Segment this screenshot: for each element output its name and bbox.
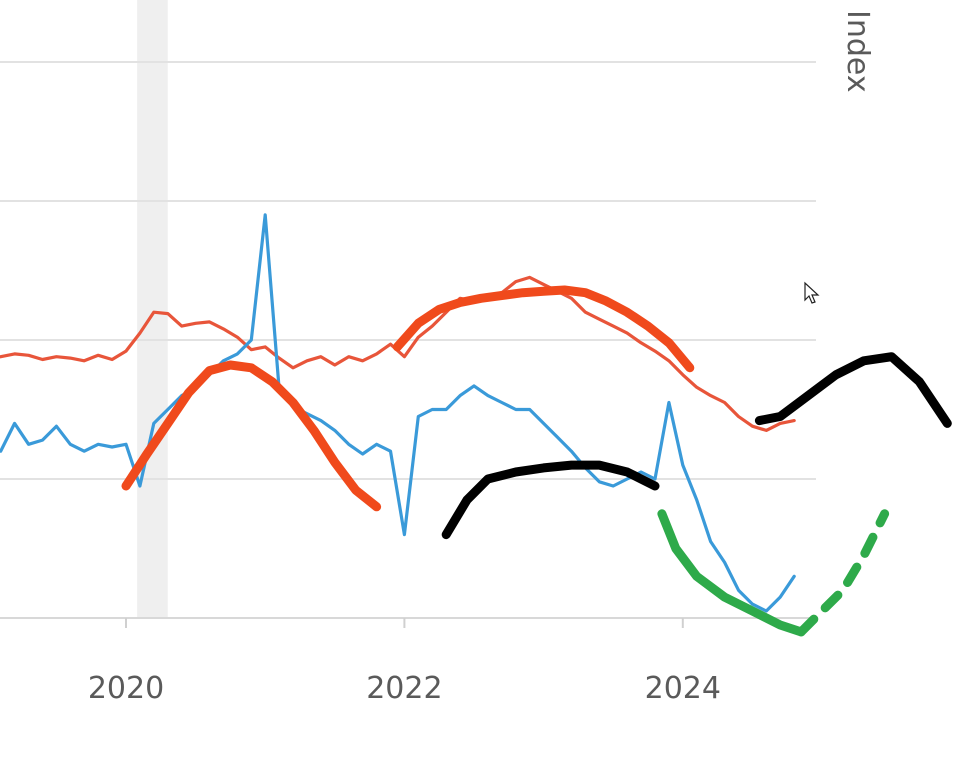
series-line-2	[0, 213, 796, 613]
hand-drawn-annotation-2	[754, 352, 952, 428]
annotation-layer	[441, 352, 952, 637]
shaded-band	[137, 0, 168, 618]
hand-drawn-annotation-1	[441, 460, 660, 540]
series-layer	[0, 213, 796, 613]
hand-drawn-red-curve	[392, 285, 695, 373]
hand-drawn-red-curve	[121, 360, 382, 512]
y-axis-title: Index	[840, 10, 875, 93]
x-tick-label: 2020	[88, 671, 164, 706]
x-tick-label: 2024	[645, 671, 721, 706]
x-axis: 2020 2022 2024	[0, 617, 816, 706]
shaded-band-layer	[137, 0, 168, 618]
gridlines	[0, 61, 816, 480]
hand-drawn-annotation-4	[796, 509, 890, 637]
x-tick-label: 2022	[366, 671, 442, 706]
hand-drawn-annotation-3	[657, 509, 806, 637]
mouse-cursor-icon	[804, 281, 820, 304]
